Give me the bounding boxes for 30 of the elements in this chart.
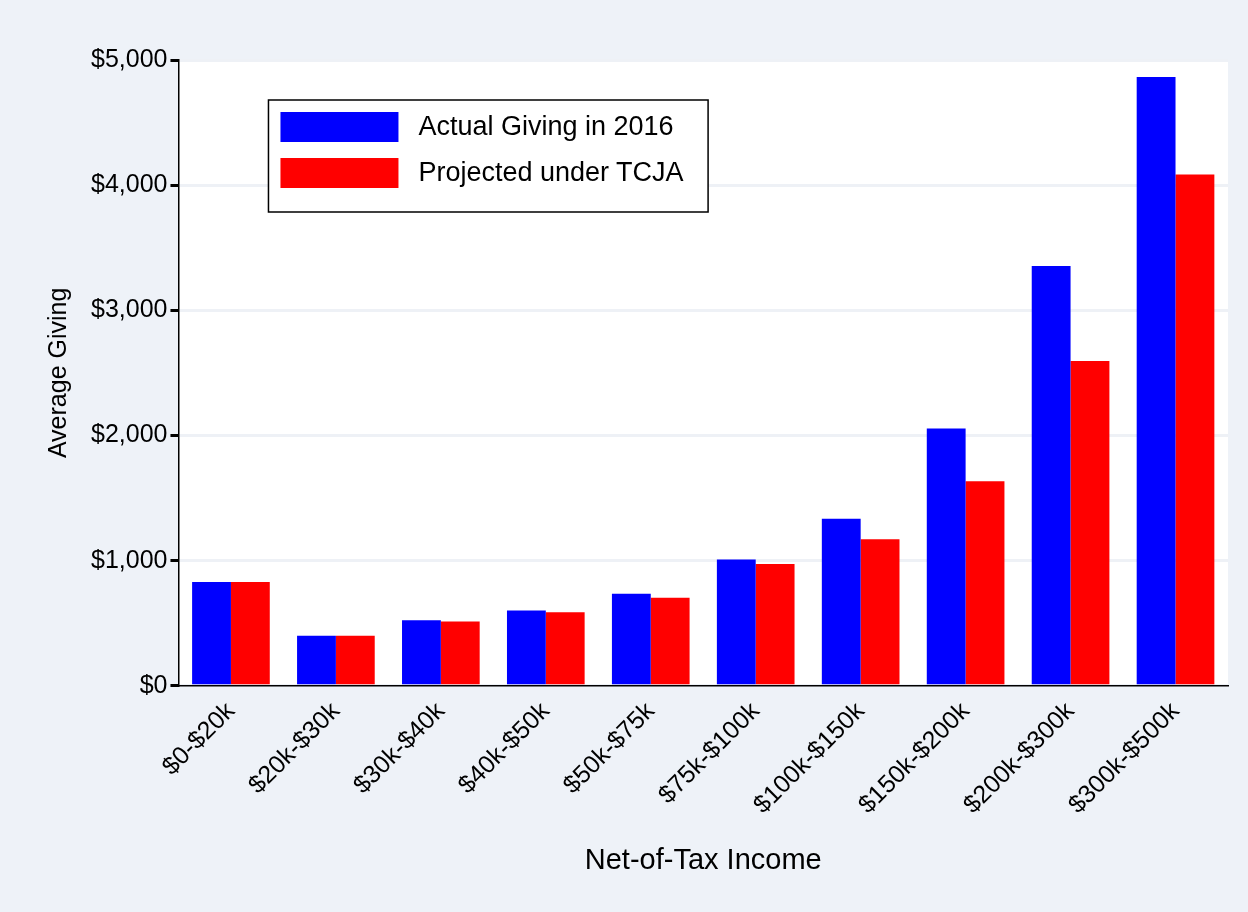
y-tick-label: $0	[139, 669, 168, 698]
bar	[230, 581, 270, 685]
y-tick-label: $3,000	[91, 294, 168, 323]
bar	[716, 559, 756, 685]
bar	[1031, 265, 1071, 685]
bar	[755, 564, 795, 685]
bar	[926, 428, 966, 685]
bar	[821, 518, 861, 685]
y-tick-label: $4,000	[91, 169, 168, 198]
bar	[335, 635, 375, 685]
bar	[650, 597, 690, 685]
legend-label: Actual Giving in 2016	[418, 111, 674, 142]
bar	[440, 621, 480, 685]
bar	[965, 481, 1005, 685]
bar	[192, 581, 231, 685]
bar	[1070, 361, 1110, 685]
x-axis-title: Net-of-Tax Income	[584, 842, 822, 875]
bar	[611, 593, 651, 685]
y-axis-title: Average Giving	[42, 287, 71, 459]
bar	[1175, 174, 1215, 685]
y-tick-label: $5,000	[91, 43, 168, 72]
legend-label: Projected under TCJA	[418, 157, 684, 188]
bar	[1136, 76, 1176, 685]
y-tick-label: $2,000	[91, 419, 168, 448]
bar	[297, 635, 336, 685]
bar	[545, 612, 585, 685]
bar	[860, 539, 900, 685]
y-tick-label: $1,000	[91, 544, 168, 573]
bar	[506, 610, 546, 685]
bar	[402, 620, 441, 685]
